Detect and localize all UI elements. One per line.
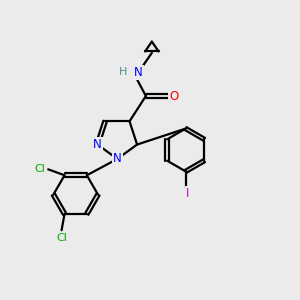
- Text: N: N: [134, 66, 143, 79]
- Text: O: O: [169, 89, 178, 103]
- Text: N: N: [113, 152, 122, 165]
- Text: H: H: [118, 67, 127, 77]
- Text: Cl: Cl: [56, 233, 67, 243]
- Text: I: I: [185, 187, 189, 200]
- Text: Cl: Cl: [34, 164, 45, 174]
- Text: N: N: [93, 138, 102, 151]
